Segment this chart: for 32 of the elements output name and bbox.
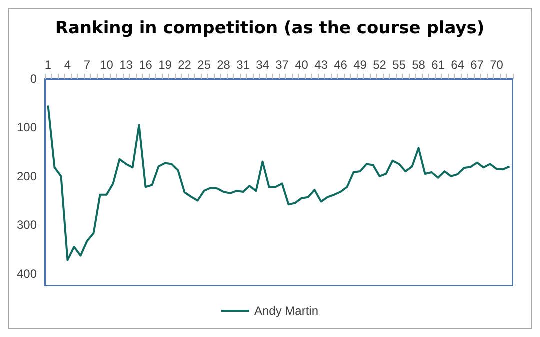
y-tick-label: 300 [16, 218, 38, 232]
x-tick-label: 10 [100, 58, 114, 72]
x-tick-label: 7 [84, 58, 91, 72]
x-tick-label: 1 [44, 58, 52, 72]
x-tick-label: 52 [373, 58, 387, 72]
x-tick-label: 64 [451, 58, 465, 72]
y-tick-label: 100 [16, 120, 38, 135]
x-tick-label: 58 [412, 58, 426, 72]
legend-label: Andy Martin [254, 304, 319, 318]
x-tick-label: 43 [314, 58, 328, 72]
x-tick-label: 19 [158, 58, 172, 72]
x-tick-label: 13 [120, 58, 134, 72]
x-tick-label: 37 [276, 58, 290, 72]
y-tick-label: 0 [30, 72, 38, 86]
x-tick-label: 61 [432, 58, 446, 72]
line-series [47, 104, 511, 262]
chart-title: Ranking in competition (as the course plays) [55, 18, 485, 38]
x-tick-label: 25 [198, 58, 212, 72]
x-tick-label: 46 [334, 58, 348, 72]
y-tick-label: 200 [16, 169, 38, 184]
x-tick-label: 22 [178, 58, 192, 72]
x-tick-label: 70 [490, 58, 504, 72]
x-tick-label: 4 [64, 58, 72, 72]
x-tick-label: 49 [354, 58, 368, 72]
x-tick-label: 28 [217, 58, 231, 72]
x-tick-label: 34 [256, 58, 270, 72]
y-tick-label: 400 [16, 266, 38, 281]
x-tick-label: 16 [139, 58, 153, 72]
x-tick-label: 40 [295, 58, 309, 72]
x-tick-label: 67 [470, 58, 484, 72]
x-tick-label: 31 [236, 58, 250, 72]
x-tick-label: 55 [392, 58, 406, 72]
